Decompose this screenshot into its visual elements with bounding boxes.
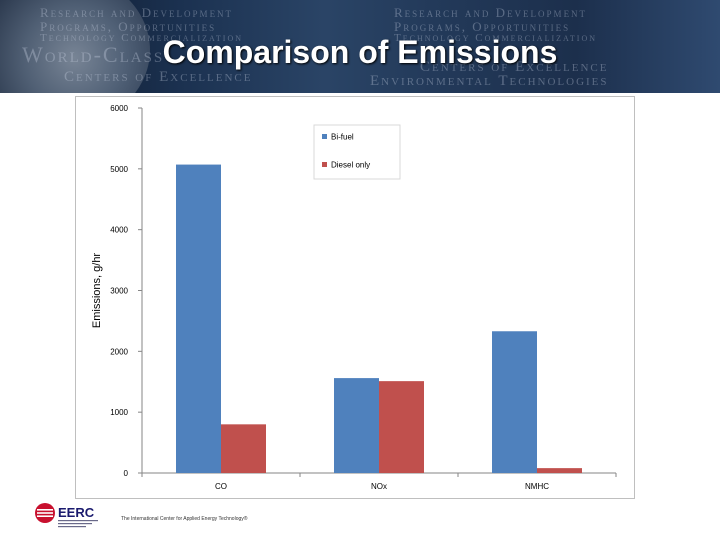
banner-deco-text: Technology Commercialization: [40, 32, 244, 44]
x-tick-label: NMHC: [525, 482, 549, 491]
logo-text: EERC: [58, 505, 95, 520]
bar: [492, 331, 537, 473]
footer-tagline: The International Center for Applied Ene…: [121, 516, 248, 522]
banner-deco-text: Research and Development: [394, 5, 588, 20]
bar-chart: 0 1000 2000 3000 4000 5000 6000 CO NOx NMHC Emis…: [91, 104, 617, 491]
y-tick-label: 1000: [110, 408, 128, 417]
y-tick-label: 6000: [110, 104, 128, 113]
y-tick-label: 5000: [110, 165, 128, 174]
bar: [537, 468, 582, 473]
bar: [221, 424, 266, 473]
banner-deco-text: Centers of Excellence: [64, 69, 253, 85]
x-tick-label: NOx: [371, 482, 387, 491]
banner-deco-text: Centers of Excellence: [420, 59, 609, 75]
banner-deco-text: Technology Commercialization: [394, 32, 598, 44]
legend: Bi-fuel Diesel only: [313, 124, 401, 180]
y-tick-label: 4000: [110, 226, 128, 235]
banner-deco-text: World-Class: [22, 42, 165, 67]
x-axis: CO NOx NMHC: [141, 472, 617, 491]
banner-deco-text: Environmental Technologies: [370, 73, 609, 89]
y-tick-label: 0: [124, 469, 129, 478]
chart-area: 0 1000 2000 3000 4000 5000 6000 CO NOx NMHC Emis…: [75, 96, 635, 499]
y-axis-label: Emissions, g/hr: [91, 253, 103, 329]
y-tick-label: 2000: [110, 347, 128, 356]
x-tick-label: CO: [215, 482, 227, 491]
y-tick-label: 3000: [110, 287, 128, 296]
globe-image: [0, 0, 150, 93]
slide-title: Comparison of Emissions: [162, 34, 558, 70]
legend-label: Bi-fuel: [331, 133, 354, 142]
legend-label: Diesel only: [331, 161, 370, 170]
bar: [379, 381, 424, 473]
y-axis: 0 1000 2000 3000 4000 5000 6000: [110, 104, 143, 478]
banner-deco-text: Programs, Opportunities: [40, 19, 217, 34]
legend-swatch: [322, 162, 327, 167]
header-banner: Research and Development Programs, Oppor…: [0, 0, 720, 93]
bar: [176, 164, 221, 473]
banner-deco-text: Programs, Opportunities: [394, 19, 571, 34]
bar: [334, 378, 379, 473]
legend-box: [313, 124, 401, 180]
legend-swatch: [322, 134, 327, 139]
banner-deco-text: Research and Development: [40, 5, 234, 20]
eerc-logo: EERC: [34, 500, 114, 532]
bars: [176, 164, 582, 473]
